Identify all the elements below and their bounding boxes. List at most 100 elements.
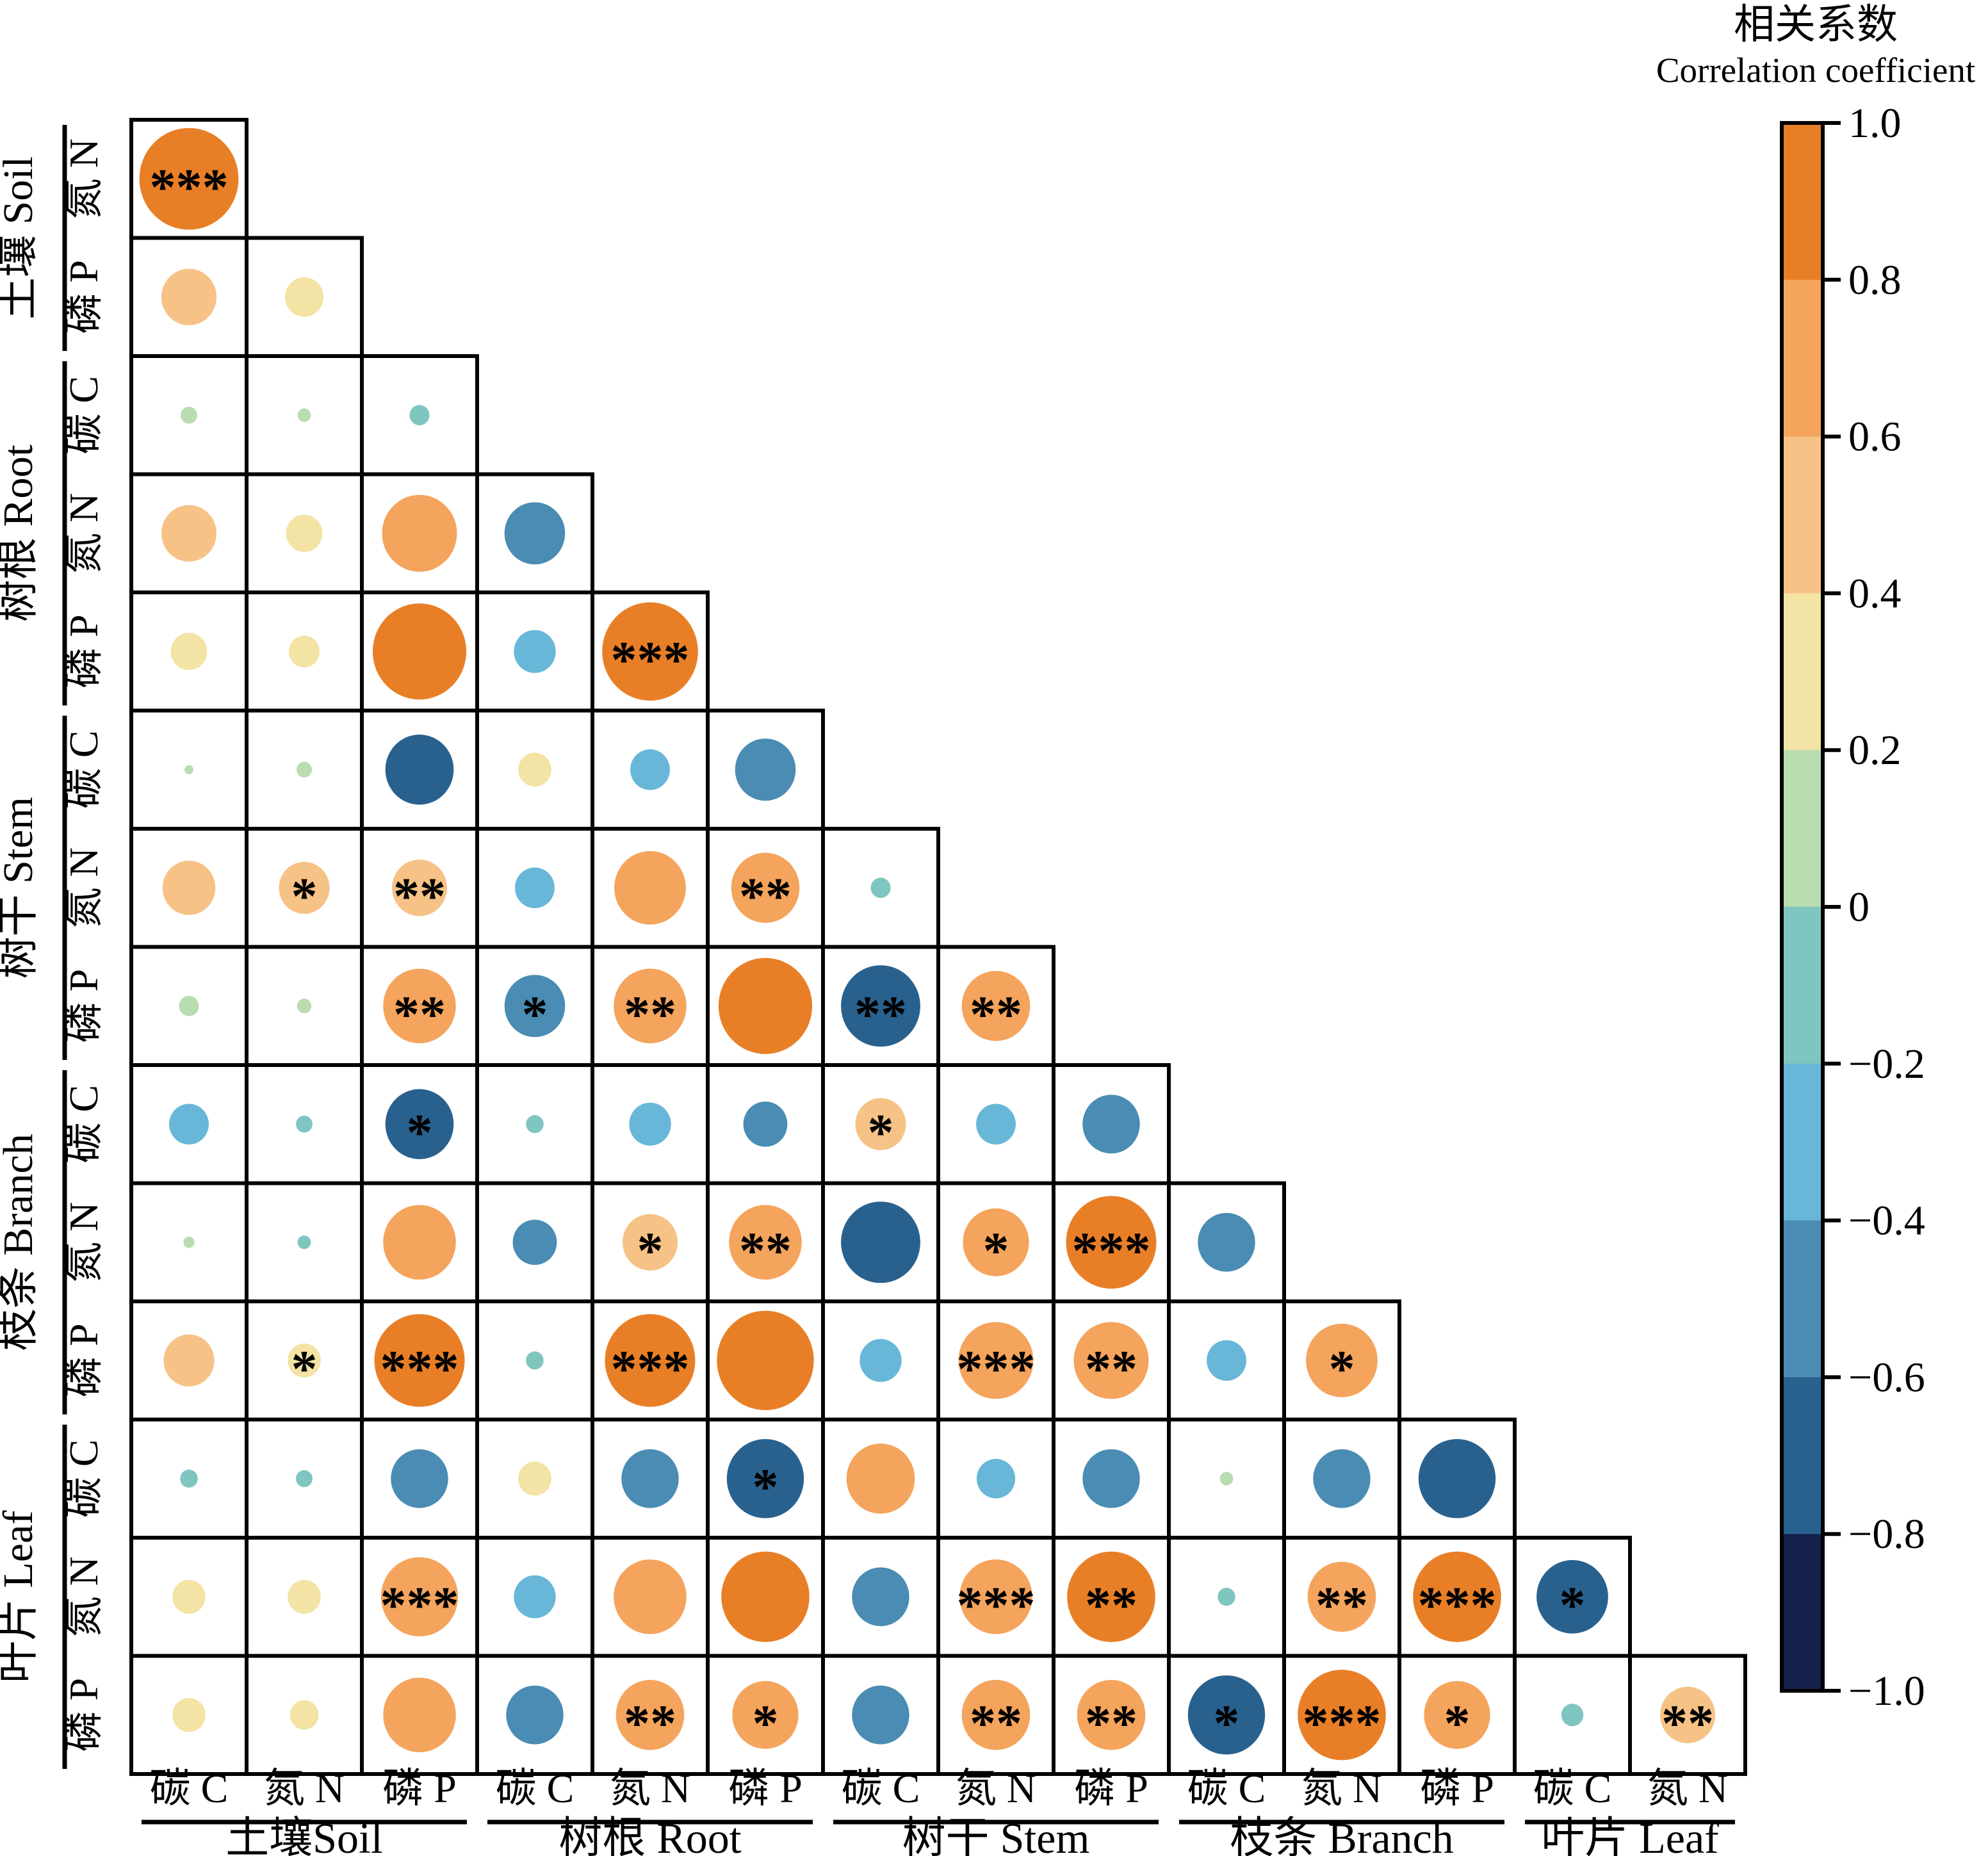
significance-stars: *** [957,1339,1036,1397]
matrix-cell [475,1417,594,1540]
col-label: 磷 P [728,1766,803,1811]
colorbar-tick-label: 0.2 [1848,727,1902,774]
matrix-cell [129,472,248,594]
matrix-cell: ** [1052,1299,1171,1422]
matrix-cell: ** [1628,1654,1747,1776]
col-label: 磷 P [1074,1766,1148,1811]
legend-title-cn: 相关系数 [1734,2,1898,47]
correlation-bubble [1077,1680,1146,1750]
significance-stars: * [1560,1575,1586,1634]
correlation-bubble [380,1557,459,1637]
correlation-bubble [515,867,555,909]
col-group-label: 叶片 Leaf [1541,1814,1719,1856]
correlation-bubble [1536,1559,1608,1634]
correlation-bubble [383,1205,456,1280]
correlation-bubble [392,859,447,916]
legend-title-en: Correlation coefficient [1656,50,1976,90]
matrix-cell [129,1181,248,1303]
significance-stars: ** [1316,1575,1368,1634]
correlation-bubble [180,1469,198,1488]
correlation-bubble [296,1470,313,1487]
row-label: 碳 C [61,376,106,455]
significance-stars: ** [624,985,676,1043]
correlation-bubble [288,635,320,667]
col-label: 碳 C [496,1766,574,1811]
correlation-bubble [1313,1449,1371,1508]
correlation-bubble [726,1438,804,1518]
matrix-cell [706,1299,825,1422]
significance-stars: *** [1418,1575,1497,1634]
correlation-bubble [735,738,796,801]
col-label: 碳 C [150,1766,229,1811]
col-label: 碳 C [1187,1766,1266,1811]
matrix-cell: ** [936,945,1055,1067]
matrix-cell: * [1282,1299,1401,1422]
correlation-bubble [1082,1449,1140,1508]
colorbar-bin [1782,593,1823,751]
row-label: 氮 N [61,1556,106,1637]
correlation-bubble [860,1339,902,1382]
matrix-cell [1052,1063,1171,1185]
matrix-cell: *** [1397,1536,1517,1658]
matrix-cell: * [706,1417,825,1540]
matrix-cell [821,827,940,949]
matrix-cell: ** [360,827,479,949]
correlation-bubble [514,1575,556,1618]
correlation-bubble [629,1102,671,1146]
correlation-bubble [286,514,323,552]
matrix-cell [475,1299,594,1422]
matrix-cell: *** [360,1299,479,1422]
row-label: 磷 P [61,969,106,1043]
correlation-bubble [296,761,313,778]
matrix-cell [1052,1417,1171,1540]
significance-stars: *** [380,1575,459,1634]
matrix-cell: *** [1282,1654,1401,1776]
correlation-bubble [1306,1323,1378,1397]
col-label: 氮 N [610,1766,690,1811]
row-group-label: 树干 Stem [0,797,42,979]
correlation-bubble [289,1700,319,1730]
correlation-bubble [184,765,193,774]
correlation-bubble [1413,1551,1501,1642]
correlation-bubble [602,602,698,701]
matrix-cell [1167,1181,1286,1303]
colorbar-bin [1782,123,1823,281]
matrix-cell: *** [129,118,248,240]
colorbar-bin [1782,1534,1823,1691]
row-label: 氮 N [61,493,106,574]
correlation-bubble [1198,1212,1255,1272]
matrix-cell [936,1417,1055,1540]
significance-stars: *** [957,1575,1036,1634]
matrix-cell [475,1063,594,1185]
correlation-bubble [717,1310,814,1410]
significance-stars: ** [1085,1694,1137,1752]
matrix-cell [821,1181,940,1303]
correlation-bubble [172,1698,206,1732]
row-group-label: 枝条 Branch [0,1134,42,1351]
col-group-label: 树根 Root [558,1814,741,1856]
row-label: 碳 C [61,1085,106,1164]
row-group-label: 树根 Root [0,444,42,622]
correlation-bubble [382,494,457,572]
significance-stars: * [753,1458,779,1516]
colorbar-bin [1782,279,1823,437]
matrix-cell [245,1654,364,1776]
correlation-bubble [615,1680,685,1750]
correlation-bubble [976,1103,1016,1145]
correlation-bubble [297,1235,311,1250]
matrix-cell: * [360,1063,479,1185]
correlation-bubble [961,971,1031,1041]
correlation-bubble [1187,1675,1266,1755]
correlation-bubble [1067,1551,1155,1642]
matrix-cell [475,708,594,831]
matrix-cell [360,472,479,594]
correlation-bubble [179,995,199,1016]
correlation-bubble [161,505,216,562]
matrix-cell: ** [1052,1536,1171,1658]
colorbar-tick-label: −0.6 [1848,1354,1925,1401]
correlation-bubble [506,1685,564,1745]
matrix-cell [129,945,248,1067]
correlation-bubble [976,1458,1016,1499]
